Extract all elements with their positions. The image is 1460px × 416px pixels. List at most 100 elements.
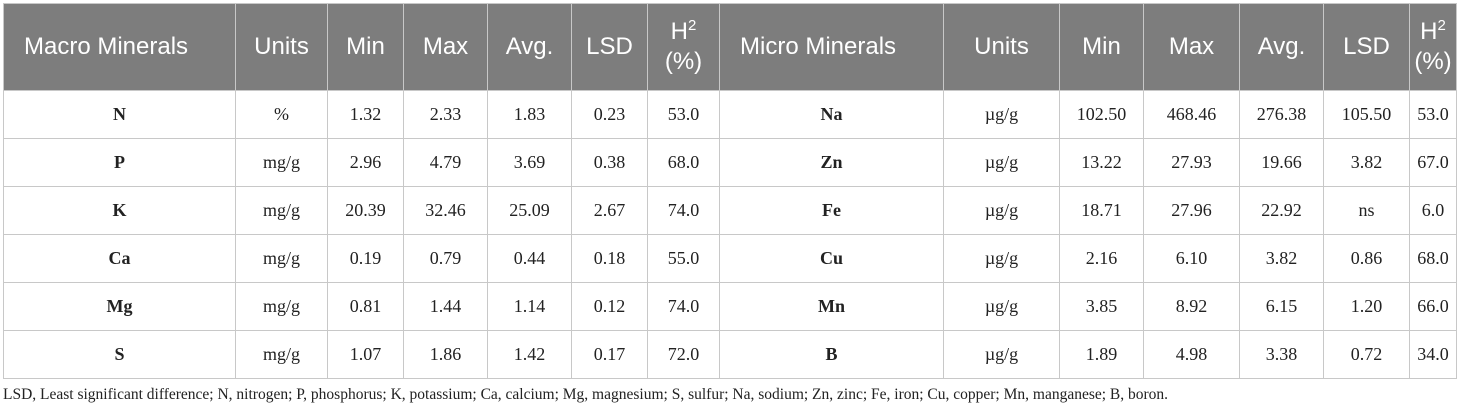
macro-lsd-cell: 0.17	[571, 330, 648, 379]
micro-min-cell: 18.71	[1059, 186, 1144, 235]
micro-min-cell: 102.50	[1059, 90, 1144, 139]
macro-avg-cell: 1.42	[487, 330, 572, 379]
col-header-heritability-micro: H2 (%)	[1409, 3, 1457, 91]
micro-min-cell: 1.89	[1059, 330, 1144, 379]
macro-h2-cell: 72.0	[647, 330, 720, 379]
macro-units-cell: mg/g	[235, 282, 328, 331]
h2-superscript: 2	[1437, 17, 1446, 34]
micro-lsd-cell: 0.86	[1323, 234, 1410, 283]
micro-units-cell: µg/g	[943, 90, 1060, 139]
macro-min-cell: 2.96	[327, 138, 404, 187]
macro-min-cell: 1.07	[327, 330, 404, 379]
micro-min-cell: 3.85	[1059, 282, 1144, 331]
macro-element-cell: Mg	[3, 282, 236, 331]
col-header-units: Units	[235, 3, 328, 91]
micro-max-cell: 27.96	[1143, 186, 1240, 235]
micro-avg-cell: 22.92	[1239, 186, 1324, 235]
micro-element-cell: Cu	[719, 234, 944, 283]
micro-lsd-cell: 105.50	[1323, 90, 1410, 139]
macro-avg-cell: 3.69	[487, 138, 572, 187]
macro-h2-cell: 74.0	[647, 186, 720, 235]
macro-units-cell: %	[235, 90, 328, 139]
micro-max-cell: 6.10	[1143, 234, 1240, 283]
macro-min-cell: 0.81	[327, 282, 404, 331]
col-header-avg: Avg.	[487, 3, 572, 91]
macro-h2-cell: 53.0	[647, 90, 720, 139]
macro-units-cell: mg/g	[235, 234, 328, 283]
micro-units-cell: µg/g	[943, 138, 1060, 187]
micro-max-cell: 27.93	[1143, 138, 1240, 187]
micro-avg-cell: 3.38	[1239, 330, 1324, 379]
header-row: Macro Minerals Units Min Max Avg. LSD H2…	[3, 3, 1457, 91]
macro-element-cell: Ca	[3, 234, 236, 283]
table-row: Ca mg/g 0.19 0.79 0.44 0.18 55.0 Cu µg/g…	[3, 234, 1457, 283]
micro-max-cell: 468.46	[1143, 90, 1240, 139]
micro-max-cell: 8.92	[1143, 282, 1240, 331]
macro-min-cell: 20.39	[327, 186, 404, 235]
micro-h2-cell: 66.0	[1409, 282, 1457, 331]
h2-base: H	[670, 18, 688, 45]
micro-avg-cell: 19.66	[1239, 138, 1324, 187]
macro-lsd-cell: 0.38	[571, 138, 648, 187]
micro-h2-cell: 53.0	[1409, 90, 1457, 139]
h2-percent: (%)	[1414, 48, 1452, 75]
micro-units-cell: µg/g	[943, 282, 1060, 331]
micro-element-cell: Na	[719, 90, 944, 139]
h2-superscript: 2	[688, 17, 697, 34]
macro-min-cell: 1.32	[327, 90, 404, 139]
micro-max-cell: 4.98	[1143, 330, 1240, 379]
table-row: Mg mg/g 0.81 1.44 1.14 0.12 74.0 Mn µg/g…	[3, 282, 1457, 331]
col-header-macro-minerals: Macro Minerals	[3, 3, 236, 91]
micro-min-cell: 13.22	[1059, 138, 1144, 187]
col-header-micro-minerals: Micro Minerals	[719, 3, 944, 91]
col-header-min: Min	[327, 3, 404, 91]
macro-avg-cell: 1.83	[487, 90, 572, 139]
table-row: N % 1.32 2.33 1.83 0.23 53.0 Na µg/g 102…	[3, 90, 1457, 139]
col-header-max: Max	[403, 3, 488, 91]
micro-h2-cell: 6.0	[1409, 186, 1457, 235]
macro-element-cell: K	[3, 186, 236, 235]
micro-element-cell: Fe	[719, 186, 944, 235]
table-row: K mg/g 20.39 32.46 25.09 2.67 74.0 Fe µg…	[3, 186, 1457, 235]
macro-avg-cell: 1.14	[487, 282, 572, 331]
micro-lsd-cell: 1.20	[1323, 282, 1410, 331]
micro-element-cell: Mn	[719, 282, 944, 331]
micro-h2-cell: 34.0	[1409, 330, 1457, 379]
col-header-heritability: H2 (%)	[647, 3, 720, 91]
macro-h2-cell: 55.0	[647, 234, 720, 283]
micro-avg-cell: 276.38	[1239, 90, 1324, 139]
micro-element-cell: Zn	[719, 138, 944, 187]
table-row: P mg/g 2.96 4.79 3.69 0.38 68.0 Zn µg/g …	[3, 138, 1457, 187]
macro-max-cell: 0.79	[403, 234, 488, 283]
macro-element-cell: S	[3, 330, 236, 379]
macro-lsd-cell: 0.23	[571, 90, 648, 139]
macro-units-cell: mg/g	[235, 330, 328, 379]
micro-lsd-cell: ns	[1323, 186, 1410, 235]
macro-min-cell: 0.19	[327, 234, 404, 283]
micro-units-cell: µg/g	[943, 186, 1060, 235]
minerals-table: Macro Minerals Units Min Max Avg. LSD H2…	[3, 3, 1457, 379]
micro-units-cell: µg/g	[943, 234, 1060, 283]
micro-avg-cell: 6.15	[1239, 282, 1324, 331]
col-header-lsd-micro: LSD	[1323, 3, 1410, 91]
macro-max-cell: 1.44	[403, 282, 488, 331]
macro-element-cell: P	[3, 138, 236, 187]
col-header-avg-micro: Avg.	[1239, 3, 1324, 91]
micro-units-cell: µg/g	[943, 330, 1060, 379]
macro-units-cell: mg/g	[235, 138, 328, 187]
macro-avg-cell: 0.44	[487, 234, 572, 283]
col-header-max-micro: Max	[1143, 3, 1240, 91]
macro-lsd-cell: 0.18	[571, 234, 648, 283]
table-row: S mg/g 1.07 1.86 1.42 0.17 72.0 B µg/g 1…	[3, 330, 1457, 379]
col-header-min-micro: Min	[1059, 3, 1144, 91]
micro-h2-cell: 67.0	[1409, 138, 1457, 187]
micro-lsd-cell: 3.82	[1323, 138, 1410, 187]
macro-units-cell: mg/g	[235, 186, 328, 235]
micro-lsd-cell: 0.72	[1323, 330, 1410, 379]
h2-percent: (%)	[664, 48, 703, 75]
macro-lsd-cell: 2.67	[571, 186, 648, 235]
h2-base: H	[1420, 18, 1438, 45]
col-header-units-micro: Units	[943, 3, 1060, 91]
macro-h2-cell: 68.0	[647, 138, 720, 187]
macro-avg-cell: 25.09	[487, 186, 572, 235]
